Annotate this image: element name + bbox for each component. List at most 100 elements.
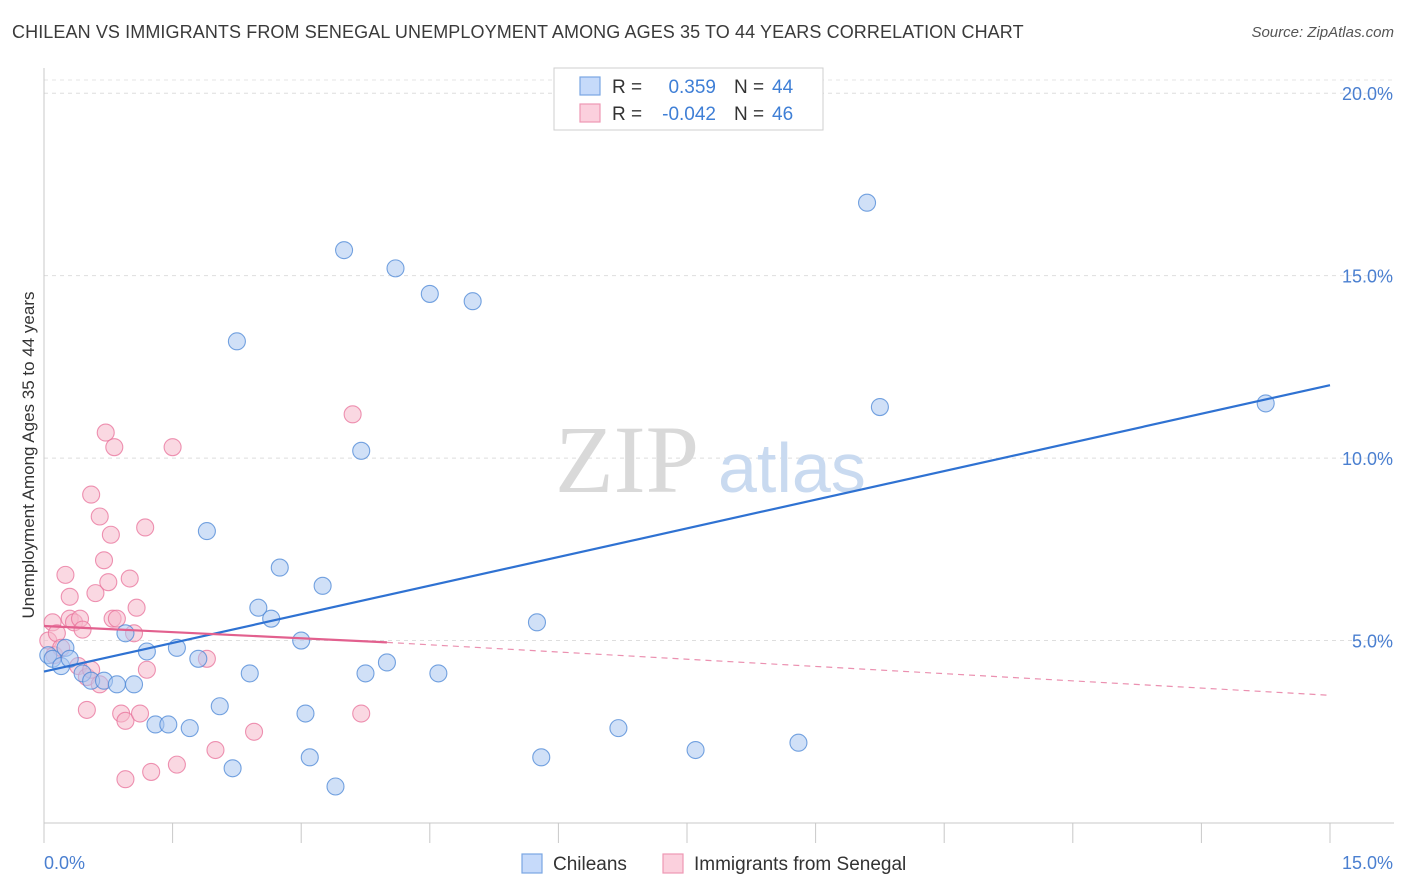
x-axis — [43, 68, 1394, 843]
senegal-point — [136, 518, 155, 537]
chart-title: CHILEAN VS IMMIGRANTS FROM SENEGAL UNEMP… — [12, 22, 1024, 42]
stats-r-value-0: 0.359 — [668, 77, 716, 98]
chileans-point — [352, 441, 371, 460]
y-tick-label: 15.0% — [1342, 267, 1393, 287]
chileans-point — [429, 664, 448, 683]
chileans-point — [870, 397, 889, 417]
senegal-point — [120, 569, 139, 588]
chileans-point — [240, 664, 259, 683]
chileans-point — [527, 613, 547, 632]
stats-n-label-1: N = — [734, 104, 764, 125]
x-tick-label: 15.0% — [1342, 853, 1393, 873]
y-axis-label: Unemployment Among Ages 35 to 44 years — [19, 292, 38, 619]
senegal-point — [94, 551, 114, 570]
stats-r-label-0: R = — [612, 77, 642, 98]
senegal-point — [116, 711, 135, 730]
senegal-point — [107, 609, 126, 628]
senegal-trend-extension — [386, 641, 1331, 696]
legend: Chileans Immigrants from Senegal — [521, 853, 906, 875]
senegal-point — [137, 660, 156, 679]
chileans-point — [420, 284, 439, 303]
x-tick-label: 0.0% — [44, 853, 85, 873]
senegal-point — [206, 740, 225, 760]
senegal-point — [244, 722, 264, 741]
chileans-point — [116, 624, 135, 643]
stats-n-value-0: 44 — [772, 77, 794, 98]
senegal-point — [101, 525, 120, 544]
senegal-point — [130, 704, 150, 723]
senegal-point — [90, 507, 109, 526]
stats-swatch-chileans — [579, 76, 601, 96]
chileans-point — [107, 675, 126, 694]
chileans-point — [857, 193, 877, 212]
stats-n-value-1: 46 — [772, 104, 793, 125]
chileans-point — [335, 241, 354, 260]
senegal-point — [60, 587, 79, 606]
chileans-point — [463, 292, 482, 311]
chileans-point — [60, 649, 79, 668]
senegal-point — [82, 485, 101, 504]
chileans-point — [270, 558, 289, 577]
legend-label-senegal: Immigrants from Senegal — [694, 854, 906, 875]
stats-swatch-senegal — [579, 103, 601, 123]
chileans-point — [300, 748, 319, 767]
chileans-point — [223, 759, 242, 778]
senegal-point — [56, 565, 75, 584]
senegal-point — [86, 584, 105, 603]
y-tick-label: 10.0% — [1342, 449, 1393, 469]
senegal-point — [99, 573, 118, 592]
senegal-point — [73, 620, 92, 639]
chileans-point — [356, 664, 375, 683]
chileans-trend-line — [43, 384, 1331, 673]
senegal-point — [352, 704, 371, 723]
chileans-point — [326, 777, 345, 796]
watermark-zip: ZIP — [555, 406, 699, 513]
y-tick-labels: 5.0% 10.0% 15.0% 20.0% — [1342, 84, 1393, 651]
chileans-point — [189, 649, 208, 668]
senegal-point — [105, 438, 124, 457]
chileans-point — [292, 631, 311, 650]
watermark: ZIP atlas — [555, 406, 866, 513]
senegal-point — [77, 700, 96, 719]
chileans-point — [377, 653, 396, 672]
chileans-point — [686, 740, 705, 760]
grid-lines — [44, 79, 1394, 642]
chileans-point — [159, 715, 178, 734]
source-label: Source: ZipAtlas.com — [1251, 24, 1394, 41]
stats-n-label-0: N = — [734, 77, 764, 98]
legend-label-chileans: Chileans — [553, 854, 627, 875]
legend-swatch-senegal — [662, 853, 684, 874]
chileans-point — [249, 598, 268, 617]
chileans-point — [313, 576, 332, 595]
y-tick-label: 20.0% — [1342, 84, 1393, 104]
chileans-point — [197, 522, 216, 541]
chileans-point — [137, 642, 156, 661]
senegal-point — [343, 405, 362, 424]
senegal-point — [163, 438, 182, 457]
stats-box: R = 0.359 N = 44 R = -0.042 N = 46 — [553, 67, 824, 131]
senegal-trend-line — [43, 624, 387, 644]
senegal-point — [167, 755, 186, 774]
stats-r-value-1: -0.042 — [662, 104, 716, 125]
senegal-point — [127, 598, 146, 617]
chileans-point — [532, 748, 551, 767]
trend-lines — [43, 384, 1331, 696]
chileans-point — [609, 719, 628, 738]
senegal-point — [116, 770, 135, 789]
chileans-point — [386, 259, 405, 278]
y-tick-label: 5.0% — [1352, 632, 1393, 652]
chileans-point — [180, 719, 199, 738]
senegal-point — [142, 762, 161, 781]
series-senegal-points — [39, 405, 371, 789]
watermark-atlas: atlas — [718, 429, 866, 507]
chileans-point — [296, 704, 315, 723]
chileans-point — [210, 697, 229, 716]
chileans-point — [124, 675, 144, 694]
stats-r-label-1: R = — [612, 104, 642, 125]
senegal-point — [96, 423, 115, 442]
chileans-point — [227, 332, 246, 351]
x-tick-labels: 0.0% 15.0% — [44, 853, 1393, 873]
series-chileans-points — [39, 193, 1275, 796]
legend-swatch-chileans — [521, 853, 543, 874]
